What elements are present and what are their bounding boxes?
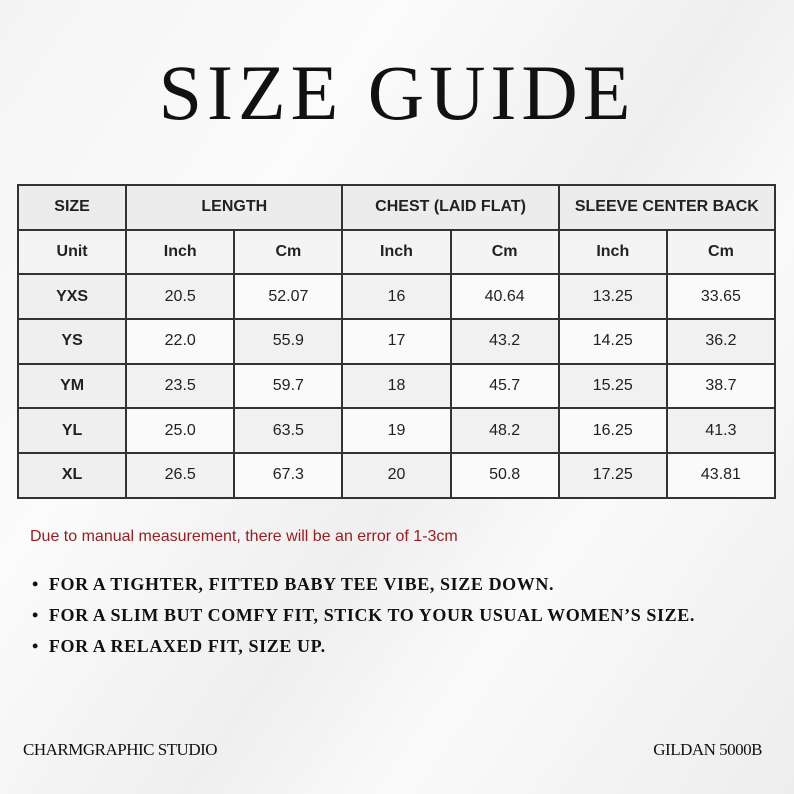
value-cell: 20.5 xyxy=(125,273,236,321)
unit-cell: Inch xyxy=(557,228,668,276)
brand-name: CHARMGRAPHIC STUDIO xyxy=(23,740,218,759)
table-row: YS 22.0 55.9 17 43.2 14.25 36.2 xyxy=(16,318,777,365)
value-cell: 50.8 xyxy=(449,452,560,499)
header-chest: CHEST (LAID FLAT) xyxy=(341,184,560,231)
value-cell: 48.2 xyxy=(449,407,560,455)
value-cell: 52.07 xyxy=(233,273,344,321)
value-cell: 41.3 xyxy=(665,407,777,455)
unit-cell: Cm xyxy=(233,228,344,276)
product-name: GILDAN 5000B xyxy=(653,740,762,759)
fit-tips-list: FOR A TIGHTER, FITTED BABY TEE VIBE, SIZ… xyxy=(32,574,695,667)
unit-cell: Inch xyxy=(341,228,452,276)
value-cell: 14.25 xyxy=(557,318,668,365)
fit-tip: FOR A SLIM BUT COMFY FIT, STICK TO YOUR … xyxy=(32,605,695,636)
unit-cell: Unit xyxy=(16,228,128,276)
value-cell: 55.9 xyxy=(233,318,344,365)
fit-tip: FOR A RELAXED FIT, SIZE UP. xyxy=(32,636,695,667)
value-cell: 25.0 xyxy=(125,407,236,455)
value-cell: 23.5 xyxy=(125,362,236,410)
measurement-note: Due to manual measurement, there will be… xyxy=(30,528,458,545)
table-row: XL 26.5 67.3 20 50.8 17.25 43.81 xyxy=(16,452,777,499)
value-cell: 43.81 xyxy=(665,452,777,499)
table-row: YM 23.5 59.7 18 45.7 15.25 38.7 xyxy=(16,362,777,410)
value-cell: 40.64 xyxy=(449,273,560,321)
size-cell: YXS xyxy=(16,273,128,321)
size-cell: XL xyxy=(16,452,128,499)
table-header-row: SIZE LENGTH CHEST (LAID FLAT) SLEEVE CEN… xyxy=(16,184,777,231)
page-title: SIZE GUIDE xyxy=(158,49,636,136)
unit-cell: Inch xyxy=(125,228,236,276)
unit-cell: Cm xyxy=(449,228,560,276)
value-cell: 63.5 xyxy=(233,407,344,455)
value-cell: 19 xyxy=(341,407,452,455)
value-cell: 36.2 xyxy=(665,318,777,365)
table-row: YL 25.0 63.5 19 48.2 16.25 41.3 xyxy=(16,407,777,455)
value-cell: 45.7 xyxy=(449,362,560,410)
value-cell: 16.25 xyxy=(557,407,668,455)
value-cell: 20 xyxy=(341,452,452,499)
value-cell: 17.25 xyxy=(557,452,668,499)
value-cell: 13.25 xyxy=(557,273,668,321)
header-sleeve: SLEEVE CENTER BACK xyxy=(557,184,777,231)
value-cell: 17 xyxy=(341,318,452,365)
value-cell: 33.65 xyxy=(665,273,777,321)
size-cell: YS xyxy=(16,318,128,365)
header-length: LENGTH xyxy=(125,184,344,231)
table-row: YXS 20.5 52.07 16 40.64 13.25 33.65 xyxy=(16,273,777,321)
header-size: SIZE xyxy=(16,184,128,231)
value-cell: 38.7 xyxy=(665,362,777,410)
size-cell: YL xyxy=(16,407,128,455)
value-cell: 18 xyxy=(341,362,452,410)
value-cell: 26.5 xyxy=(125,452,236,499)
value-cell: 43.2 xyxy=(449,318,560,365)
size-table: SIZE LENGTH CHEST (LAID FLAT) SLEEVE CEN… xyxy=(16,184,777,499)
size-cell: YM xyxy=(16,362,128,410)
table-unit-row: Unit Inch Cm Inch Cm Inch Cm xyxy=(16,228,777,276)
fit-tip: FOR A TIGHTER, FITTED BABY TEE VIBE, SIZ… xyxy=(32,574,695,605)
value-cell: 16 xyxy=(341,273,452,321)
value-cell: 15.25 xyxy=(557,362,668,410)
value-cell: 67.3 xyxy=(233,452,344,499)
value-cell: 59.7 xyxy=(233,362,344,410)
value-cell: 22.0 xyxy=(125,318,236,365)
unit-cell: Cm xyxy=(665,228,777,276)
